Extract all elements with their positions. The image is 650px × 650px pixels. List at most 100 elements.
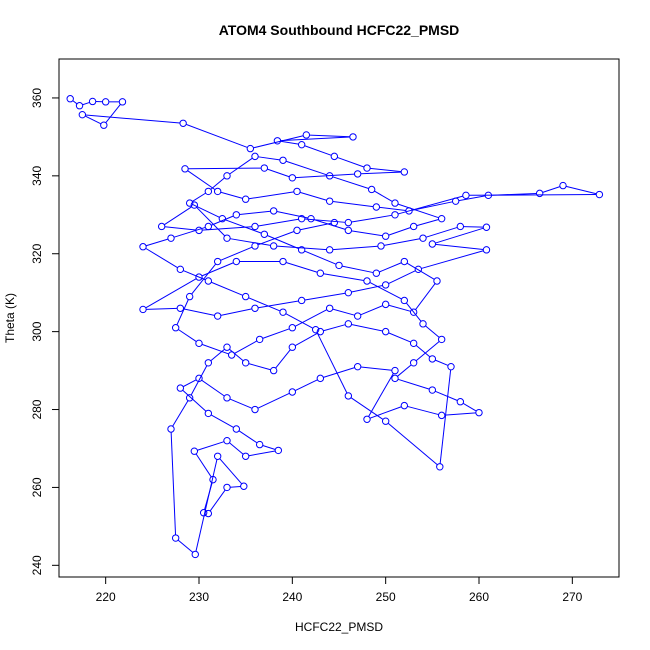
series-segment (351, 324, 383, 332)
data-point (437, 411, 446, 420)
y-tick-label: 300 (30, 321, 44, 341)
series-segment (248, 363, 271, 371)
series-segment (188, 167, 262, 170)
series-segment (439, 369, 452, 464)
series-segment (145, 238, 169, 247)
series-segment (190, 365, 208, 396)
data-point (436, 463, 444, 471)
data-point (363, 415, 371, 423)
data-point (437, 214, 446, 223)
series-segment (313, 219, 346, 230)
data-point (139, 243, 147, 251)
series-segment (294, 309, 328, 327)
series-segment (280, 140, 299, 145)
data-point (78, 110, 87, 119)
series-segment (435, 390, 458, 401)
data-point (279, 156, 287, 164)
data-point (179, 119, 187, 127)
data-point (167, 234, 175, 242)
series-segment (469, 194, 597, 196)
data-point (344, 392, 353, 400)
series-segment (407, 405, 439, 416)
series-segment (323, 273, 364, 281)
series-segment (379, 262, 402, 273)
data-point (419, 320, 427, 328)
data-point (311, 325, 320, 334)
series-segment (258, 300, 299, 309)
series-segment (187, 170, 216, 191)
series-segment (229, 398, 253, 409)
series-segment (463, 226, 484, 228)
data-point (335, 261, 343, 270)
series-segment (191, 263, 217, 295)
data-point (344, 218, 353, 227)
series-segment (444, 412, 476, 416)
x-axis: 220 230 240 250 260 270 (96, 576, 583, 604)
data-point (456, 398, 465, 406)
series-segment (211, 215, 234, 226)
data-point (302, 131, 311, 139)
series-segment (304, 292, 346, 301)
data-point (456, 222, 465, 231)
series-segment (195, 459, 218, 552)
data-point (223, 172, 231, 180)
series-segment (397, 195, 463, 215)
series-segment (176, 299, 189, 326)
series-segment (299, 191, 327, 201)
series-segment (195, 453, 212, 478)
data-point (232, 211, 241, 219)
data-point (269, 366, 278, 375)
data-point (241, 452, 250, 460)
data-point (391, 366, 399, 375)
data-point (462, 191, 470, 200)
data-point (297, 296, 306, 305)
series-segment (164, 206, 192, 226)
data-point (535, 189, 544, 198)
series-segment (182, 379, 197, 388)
data-point (251, 152, 259, 161)
data-point (344, 288, 353, 297)
data-point (279, 257, 287, 266)
series-segment (425, 226, 458, 238)
data-point (240, 482, 248, 490)
data-point (400, 401, 409, 410)
data-point (241, 195, 250, 203)
series-segment (421, 250, 484, 269)
data-point (251, 405, 259, 414)
data-point (223, 483, 231, 492)
y-tick-label: 320 (30, 243, 44, 263)
data-point (325, 197, 334, 205)
series-segment (258, 218, 299, 227)
data-point (391, 374, 399, 383)
x-tick-label: 250 (376, 590, 396, 604)
series-segment (332, 201, 374, 208)
data-point (414, 265, 423, 274)
series-segment (105, 104, 121, 124)
series-segment (323, 367, 355, 378)
data-point (255, 335, 264, 344)
data-point (409, 222, 418, 231)
series-segment (257, 231, 295, 246)
series-segment (369, 406, 402, 419)
series-segment (285, 160, 327, 176)
data-point (213, 452, 222, 460)
data-point (372, 203, 381, 211)
data-point (246, 144, 255, 153)
series-segment (384, 238, 420, 246)
y-tick-label: 240 (30, 555, 44, 575)
series-segment (360, 171, 402, 175)
data-point (288, 343, 297, 351)
series-segment (234, 340, 258, 354)
series-segment (425, 325, 440, 338)
data-point (344, 226, 353, 235)
data-point (75, 102, 84, 110)
data-point (353, 362, 362, 371)
data-point (100, 121, 108, 129)
y-tick-label: 340 (30, 166, 44, 186)
data-point (185, 394, 194, 402)
data-point (391, 199, 399, 207)
series-segment (276, 211, 308, 219)
data-point (288, 388, 297, 396)
series-segment (415, 283, 436, 310)
